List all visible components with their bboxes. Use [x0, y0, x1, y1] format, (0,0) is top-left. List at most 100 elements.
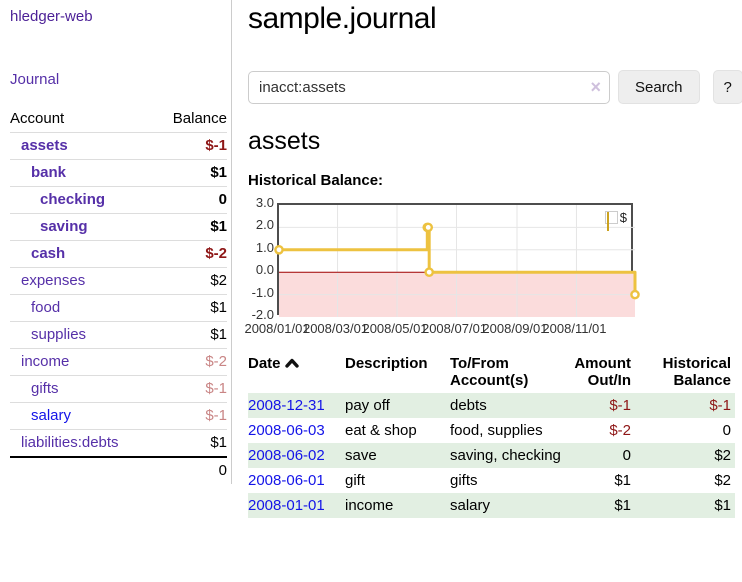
account-balance: $-1	[154, 402, 227, 430]
account-link-income[interactable]: income	[21, 353, 70, 370]
search-button[interactable]: Search	[618, 70, 700, 104]
column-header-description: Description	[345, 355, 428, 372]
accounts-total-value: 0	[154, 456, 227, 484]
x-tick-label: 2008/05/01	[362, 321, 428, 336]
search-help-button[interactable]: ?	[712, 70, 742, 104]
transaction-balance: $2	[714, 472, 731, 489]
x-tick-label: 2008/09/01	[482, 321, 548, 336]
column-header-amount: Amount Out/In	[574, 355, 631, 389]
transaction-accounts: salary	[450, 497, 491, 514]
transaction-description: eat & shop	[345, 422, 417, 439]
x-tick-label: 2008/03/01	[302, 321, 369, 336]
account-balance: $-1	[154, 132, 227, 160]
x-tick-label: 2008/11/01	[542, 321, 607, 336]
transaction-accounts: saving, checking	[450, 447, 561, 464]
accounts-total-row: 0	[10, 456, 227, 484]
account-row: supplies $1	[10, 321, 227, 349]
main-content: sample.journal × Search ? assets Histori…	[244, 0, 742, 518]
accounts-table: Account Balance assets $-1 bank $1 checking 0…	[10, 106, 227, 484]
account-link-checking[interactable]: checking	[40, 191, 106, 208]
account-balance: $1	[154, 321, 227, 349]
historical-balance-chart: 3.0 2.0 1.0 0.0 -1.0 -2.0 $ 2008/01/01 2008/03…	[244, 195, 738, 337]
transaction-date-link[interactable]: 2008-06-01	[248, 472, 325, 489]
transaction-description: save	[345, 447, 377, 464]
account-link-assets[interactable]: assets	[21, 137, 68, 154]
register-header-row: Date Description To/From Account(s) Amou…	[248, 353, 735, 393]
account-link-salary[interactable]: salary	[31, 407, 72, 424]
transaction-amount: $-1	[609, 397, 631, 414]
column-header-balance: Historical Balance	[662, 355, 731, 389]
register-table: Date Description To/From Account(s) Amou…	[248, 353, 735, 518]
column-header-accounts: To/From Account(s)	[450, 355, 529, 389]
accounts-total-spacer	[10, 456, 155, 484]
account-link-supplies[interactable]: supplies	[31, 326, 87, 343]
account-row: cash $-2	[10, 240, 227, 268]
sidebar: hledger-web Journal Account Balance asse…	[0, 0, 232, 484]
transaction-date-link[interactable]: 2008-12-31	[248, 397, 325, 414]
transaction-row: 2008-06-03 eat & shop food, supplies $-2 0	[248, 418, 735, 443]
account-balance: $1	[154, 213, 227, 241]
y-tick-label: 3.0	[255, 195, 274, 210]
transaction-description: pay off	[345, 397, 390, 414]
transaction-row: 2008-12-31 pay off debts $-1 $-1	[248, 393, 735, 418]
transaction-amount: $1	[614, 497, 631, 514]
transaction-row: 2008-01-01 income salary $1 $1	[248, 493, 735, 518]
y-tick-label: 2.0	[255, 217, 274, 233]
transaction-date-link[interactable]: 2008-01-01	[248, 497, 325, 514]
account-balance: $-2	[154, 348, 227, 376]
page-title: sample.journal	[248, 2, 437, 35]
search-form: × Search ?	[248, 70, 742, 104]
column-header-date[interactable]: Date	[248, 353, 345, 393]
account-row: bank $1	[10, 159, 227, 187]
accounts-header-account: Account	[10, 110, 65, 127]
chart-legend: $	[604, 210, 627, 231]
clear-search-icon[interactable]: ×	[590, 76, 601, 97]
account-link-gifts[interactable]: gifts	[31, 380, 59, 397]
transaction-date-link[interactable]: 2008-06-02	[248, 447, 325, 464]
y-tick-label: -2.0	[251, 307, 274, 322]
account-link-cash[interactable]: cash	[31, 245, 66, 262]
account-link-food[interactable]: food	[31, 299, 61, 316]
sort-ascending-chevron-icon	[284, 358, 299, 368]
account-row: checking 0	[10, 186, 227, 214]
account-balance: 0	[154, 186, 227, 214]
transaction-balance: $-1	[709, 397, 731, 414]
series-legend-label: $	[619, 210, 627, 225]
app-title-link[interactable]: hledger-web	[10, 8, 93, 25]
account-balance: $1	[154, 159, 227, 187]
transaction-date-link[interactable]: 2008-06-03	[248, 422, 325, 439]
transaction-amount: $-2	[609, 422, 631, 439]
x-tick-label: 2008/07/01	[421, 321, 488, 336]
account-row: food $1	[10, 294, 227, 322]
transaction-description: gift	[345, 472, 366, 489]
accounts-header-balance: Balance	[172, 110, 227, 127]
account-link-saving[interactable]: saving	[40, 218, 88, 235]
y-tick-label: 0.0	[255, 262, 274, 278]
account-link-bank[interactable]: bank	[31, 164, 67, 181]
account-link-expenses[interactable]: expenses	[21, 272, 86, 289]
account-row: liabilities:debts $1	[10, 429, 227, 457]
x-tick-label: 2008/01/01	[244, 321, 310, 336]
transaction-balance: $1	[714, 497, 731, 514]
transaction-accounts: food, supplies	[450, 422, 543, 439]
account-link-liabilities-debts[interactable]: liabilities:debts	[21, 434, 119, 451]
account-row: saving $1	[10, 213, 227, 241]
accounts-body: assets $-1 bank $1 checking 0 saving $1 cash $-2 e…	[10, 132, 227, 457]
accounts-header-row: Account Balance	[10, 106, 227, 133]
sidebar-item-journal[interactable]: Journal	[10, 71, 60, 88]
search-input[interactable]	[248, 70, 610, 104]
account-balance: $-2	[154, 240, 227, 268]
search-box: ×	[248, 70, 610, 104]
account-balance: $1	[154, 429, 227, 457]
transaction-row: 2008-06-01 gift gifts $1 $2	[248, 468, 735, 493]
account-row: salary $-1	[10, 402, 227, 430]
register-body: 2008-12-31 pay off debts $-1 $-1 2008-06-03 ea…	[248, 393, 735, 518]
series-swatch-icon	[604, 211, 618, 231]
chart-title: Historical Balance:	[248, 172, 384, 189]
transaction-row: 2008-06-02 save saving, checking 0 $2	[248, 443, 735, 468]
transaction-description: income	[345, 497, 394, 514]
y-tick-label: -1.0	[251, 284, 274, 300]
chart-plot-area[interactable]: $	[274, 203, 640, 317]
transaction-accounts: debts	[450, 397, 487, 414]
account-balance: $-1	[154, 375, 227, 403]
